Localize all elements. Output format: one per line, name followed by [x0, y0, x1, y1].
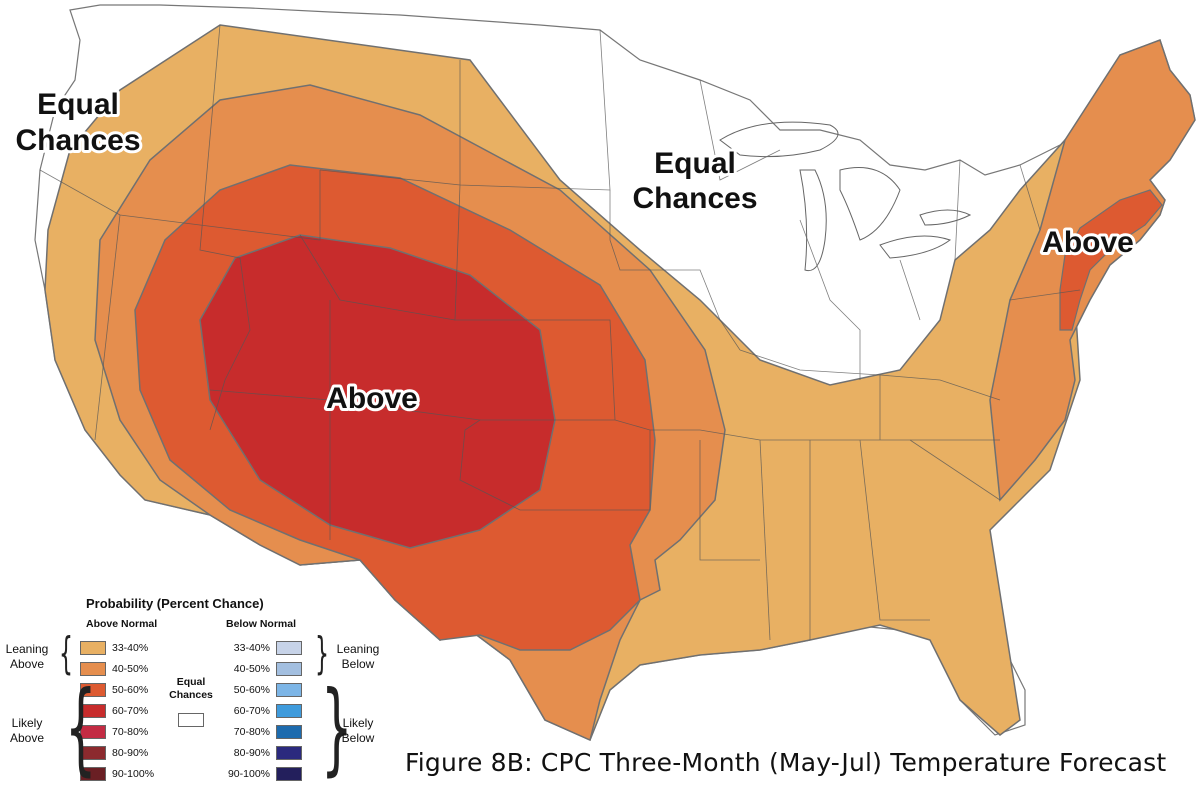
legend-below-swatch [276, 746, 302, 760]
map-label-above-northeast: Above [1042, 226, 1134, 259]
map-label-equal-chances-central-2: Chances [632, 182, 757, 215]
legend-below-swatch [276, 725, 302, 739]
above-40-50-band-east [989, 39, 1196, 502]
legend-above-row: 33-40% [80, 640, 156, 656]
legend-equal-chances-label: Equal Chances [169, 676, 213, 701]
legend-below-row: 50-60% [226, 682, 302, 698]
legend-below-percent-label: 50-60% [233, 684, 270, 696]
legend-above-percent-label: 60-70% [112, 705, 149, 717]
map-label-equal-chances-west: Equal [37, 88, 119, 121]
legend-below-percent-label: 33-40% [233, 642, 270, 654]
brace-likely-above: { [64, 669, 97, 786]
legend-below-header: Below Normal [226, 618, 297, 630]
great-lakes [719, 121, 972, 272]
legend-leaning-above: Leaning Above [5, 642, 49, 671]
legend-below-percent-label: 70-80% [233, 726, 270, 738]
legend-equal-chances-swatch [178, 713, 204, 727]
above-50-60-band-east [1059, 189, 1163, 331]
map-label-equal-chances-central: Equal [654, 147, 736, 180]
legend-above-row: 90-100% [80, 766, 156, 782]
legend-above-swatch [80, 746, 106, 760]
legend-below-swatch [276, 641, 302, 655]
legend-above-swatch [80, 704, 106, 718]
legend-above-percent-label: 50-60% [112, 684, 149, 696]
legend-above-swatch [80, 683, 106, 697]
map-label-above-central: Above [326, 382, 418, 415]
legend-above-swatch [80, 641, 106, 655]
legend-above-swatch [80, 767, 106, 781]
legend-above-percent-label: 80-90% [112, 747, 149, 759]
legend-above-row: 70-80% [80, 724, 156, 740]
legend-below-swatch [276, 662, 302, 676]
legend-above-percent-label: 40-50% [112, 663, 149, 675]
legend-below-percent-label: 90-100% [227, 768, 270, 780]
legend-above-percent-label: 90-100% [112, 768, 155, 780]
map-label-equal-chances-west-2: Chances [15, 124, 140, 157]
legend-below-row: 40-50% [226, 661, 302, 677]
legend-below-row: 80-90% [226, 745, 302, 761]
legend-above-row: 80-90% [80, 745, 156, 761]
legend-below-swatch [276, 704, 302, 718]
legend-leaning-below: Leaning Below [336, 642, 380, 671]
legend-below-percent-label: 60-70% [233, 705, 270, 717]
legend-above-swatch [80, 662, 106, 676]
legend-below-swatch [276, 683, 302, 697]
brace-likely-below: } [320, 669, 353, 786]
legend: Probability (Percent Chance) Above Norma… [0, 588, 400, 785]
legend-above-row: 60-70% [80, 703, 156, 719]
legend-above-row: 40-50% [80, 661, 156, 677]
legend-above-swatch [80, 725, 106, 739]
state-boundaries [39, 24, 1081, 641]
legend-title: Probability (Percent Chance) [86, 596, 264, 611]
legend-below-row: 60-70% [226, 703, 302, 719]
legend-below-row: 90-100% [226, 766, 302, 782]
legend-likely-above: Likely Above [9, 716, 45, 745]
legend-below-swatch [276, 767, 302, 781]
legend-above-row: 50-60% [80, 682, 156, 698]
legend-above-percent-label: 33-40% [112, 642, 149, 654]
figure-title: Figure 8B: CPC Three-Month (May-Jul) Tem… [405, 748, 1167, 777]
legend-below-percent-label: 80-90% [233, 747, 270, 759]
legend-above-percent-label: 70-80% [112, 726, 149, 738]
legend-below-row: 70-80% [226, 724, 302, 740]
legend-below-percent-label: 40-50% [233, 663, 270, 675]
legend-below-row: 33-40% [226, 640, 302, 656]
legend-above-header: Above Normal [86, 618, 158, 630]
legend-likely-below: Likely Below [341, 716, 375, 745]
brace-leaning-above: { [59, 628, 73, 679]
brace-leaning-below: } [315, 628, 329, 679]
above-60-70-band-west [199, 234, 556, 549]
